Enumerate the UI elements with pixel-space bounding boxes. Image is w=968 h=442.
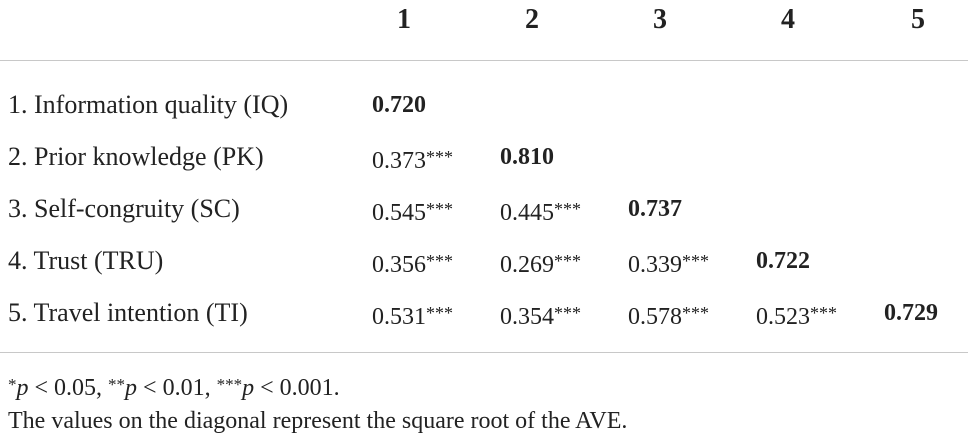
row-label-iq: 1. Information quality (IQ) bbox=[8, 90, 289, 119]
row-label-pk: 2. Prior knowledge (PK) bbox=[8, 142, 264, 171]
significance-marker: *** bbox=[810, 303, 837, 323]
row-label-tru: 4. Trust (TRU) bbox=[8, 246, 164, 275]
footer-divider bbox=[0, 352, 968, 353]
header-divider bbox=[0, 60, 968, 61]
cell-sc-iq: 0.545*** bbox=[372, 199, 453, 226]
column-header-3: 3 bbox=[653, 4, 667, 35]
significance-marker: *** bbox=[682, 303, 709, 323]
cell-iq-iq: 0.720 bbox=[372, 92, 426, 118]
cell-sc-pk: 0.445*** bbox=[500, 199, 581, 226]
column-header-5: 5 bbox=[911, 4, 925, 35]
column-header-1: 1 bbox=[397, 4, 411, 35]
significance-marker: *** bbox=[554, 251, 581, 271]
column-header-2: 2 bbox=[525, 4, 539, 35]
significance-footnote: *p < 0.05, **p < 0.01, ***p < 0.001. bbox=[8, 375, 340, 401]
significance-marker: *** bbox=[554, 303, 581, 323]
cell-ti-ti: 0.729 bbox=[884, 300, 938, 326]
cell-tru-sc: 0.339*** bbox=[628, 251, 709, 278]
significance-marker: *** bbox=[426, 147, 453, 167]
cell-pk-iq: 0.373*** bbox=[372, 147, 453, 174]
cell-tru-tru: 0.722 bbox=[756, 248, 810, 274]
cell-sc-sc: 0.737 bbox=[628, 196, 682, 222]
significance-marker: *** bbox=[682, 251, 709, 271]
cell-pk-pk: 0.810 bbox=[500, 144, 554, 170]
cell-ti-sc: 0.578*** bbox=[628, 303, 709, 330]
significance-marker: *** bbox=[426, 303, 453, 323]
row-label-ti: 5. Travel intention (TI) bbox=[8, 298, 248, 327]
cell-ti-iq: 0.531*** bbox=[372, 303, 453, 330]
cell-ti-tru: 0.523*** bbox=[756, 303, 837, 330]
column-header-4: 4 bbox=[781, 4, 795, 35]
row-label-sc: 3. Self-congruity (SC) bbox=[8, 194, 240, 223]
cell-tru-iq: 0.356*** bbox=[372, 251, 453, 278]
diagonal-footnote: The values on the diagonal represent the… bbox=[8, 408, 628, 434]
significance-marker: *** bbox=[554, 199, 581, 219]
significance-marker: *** bbox=[426, 199, 453, 219]
cell-ti-pk: 0.354*** bbox=[500, 303, 581, 330]
significance-marker: *** bbox=[426, 251, 453, 271]
cell-tru-pk: 0.269*** bbox=[500, 251, 581, 278]
